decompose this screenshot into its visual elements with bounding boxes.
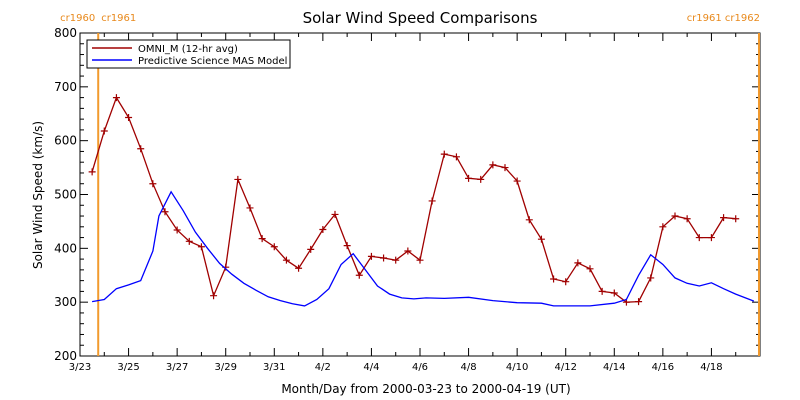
omni-data-point xyxy=(695,234,703,242)
carrington-label: cr1960 xyxy=(60,13,95,24)
omni-data-point xyxy=(246,204,254,212)
omni-data-point xyxy=(525,216,533,224)
omni-data-point xyxy=(367,252,375,260)
x-tick-label: 4/12 xyxy=(554,362,576,373)
mas-model-series-line xyxy=(91,190,755,307)
omni-data-point xyxy=(562,278,570,286)
omni-data-point xyxy=(234,175,242,183)
omni-data-point xyxy=(319,225,327,233)
omni-data-point xyxy=(295,264,303,272)
omni-data-point xyxy=(586,265,594,273)
omni-data-point xyxy=(720,214,728,222)
omni-data-point xyxy=(125,114,133,122)
omni-data-point xyxy=(331,210,339,218)
omni-data-point xyxy=(659,223,667,231)
omni-data-point xyxy=(647,274,655,282)
carrington-markers: cr1960 cr1961 cr1961 cr1962 xyxy=(60,13,760,356)
omni-data-point xyxy=(112,94,120,102)
omni-data-point xyxy=(732,215,740,223)
omni-data-point xyxy=(501,164,509,172)
y-tick-label: 400 xyxy=(54,241,77,255)
x-axis-label: Month/Day from 2000-03-23 to 2000-04-19 … xyxy=(281,382,570,396)
y-axis: 200 300 400 500 600 700 800 xyxy=(54,26,760,363)
omni-data-point xyxy=(404,247,412,255)
omni-data-point xyxy=(610,289,618,297)
y-axis-label: Solar Wind Speed (km/s) xyxy=(31,121,45,269)
omni-data-point xyxy=(161,208,169,216)
omni-data-point xyxy=(137,145,145,153)
y-tick-label: 300 xyxy=(54,295,77,309)
omni-data-point xyxy=(173,226,181,234)
carrington-label: cr1961 cr1962 xyxy=(687,13,760,24)
omni-data-point xyxy=(282,256,290,264)
omni-data-point xyxy=(440,150,448,158)
omni-data-point xyxy=(185,237,193,245)
x-tick-label: 3/27 xyxy=(166,362,188,373)
plot-frame xyxy=(79,32,761,357)
omni-data-point xyxy=(635,298,643,306)
omni-data-point xyxy=(88,168,96,176)
omni-data-point xyxy=(671,212,679,220)
x-tick-label: 4/14 xyxy=(603,362,625,373)
y-tick-label: 700 xyxy=(54,80,77,94)
x-tick-label: 4/16 xyxy=(652,362,674,373)
omni-data-point xyxy=(197,243,205,251)
omni-data-point xyxy=(574,259,582,267)
omni-data-point xyxy=(149,180,157,188)
legend-label: Predictive Science MAS Model xyxy=(138,56,287,67)
legend-label: OMNI_M (12-hr avg) xyxy=(138,44,238,55)
omni-data-point xyxy=(537,235,545,243)
omni-data-point xyxy=(598,287,606,295)
omni-data-point xyxy=(416,256,424,264)
chart-title: Solar Wind Speed Comparisons xyxy=(303,9,538,27)
omni-data-point xyxy=(258,235,266,243)
x-tick-label: 4/2 xyxy=(315,362,331,373)
carrington-label: cr1961 xyxy=(101,13,136,24)
x-tick-label: 4/10 xyxy=(506,362,528,373)
series-group xyxy=(88,94,755,307)
x-tick-label: 3/25 xyxy=(117,362,139,373)
x-tick-label: 3/31 xyxy=(263,362,285,373)
y-tick-label: 800 xyxy=(54,26,77,40)
y-tick-label: 200 xyxy=(54,349,77,363)
legend: OMNI_M (12-hr avg)Predictive Science MAS… xyxy=(86,39,291,69)
x-tick-label: 4/8 xyxy=(461,362,477,373)
omni-data-point xyxy=(707,234,715,242)
omni-data-point xyxy=(550,275,558,283)
x-tick-label: 3/29 xyxy=(214,362,236,373)
x-tick-label: 4/6 xyxy=(412,362,428,373)
omni-series-line xyxy=(91,96,736,303)
x-tick-label: 4/4 xyxy=(363,362,379,373)
y-tick-label: 600 xyxy=(54,134,77,148)
omni-data-point xyxy=(465,174,473,182)
omni-data-point xyxy=(477,175,485,183)
omni-data-point xyxy=(428,197,436,205)
x-tick-label: 4/18 xyxy=(700,362,722,373)
omni-data-point xyxy=(343,242,351,250)
omni-data-point xyxy=(355,271,363,279)
x-axis: 3/23 3/25 3/27 3/29 3/31 4/2 4/4 4/6 4/8 4/10 4/12… xyxy=(69,33,737,373)
y-tick-label: 500 xyxy=(54,188,77,202)
legend-box xyxy=(86,39,291,69)
omni-data-point xyxy=(489,161,497,169)
omni-data-point xyxy=(513,177,521,185)
x-tick-label: 3/23 xyxy=(69,362,91,373)
omni-data-point xyxy=(380,254,388,262)
omni-data-point xyxy=(307,245,315,253)
omni-data-point xyxy=(683,215,691,223)
omni-data-point xyxy=(392,256,400,264)
omni-data-point xyxy=(270,243,278,251)
omni-data-point xyxy=(452,153,460,161)
omni-data-point xyxy=(210,292,218,300)
omni-data-point xyxy=(100,127,108,135)
